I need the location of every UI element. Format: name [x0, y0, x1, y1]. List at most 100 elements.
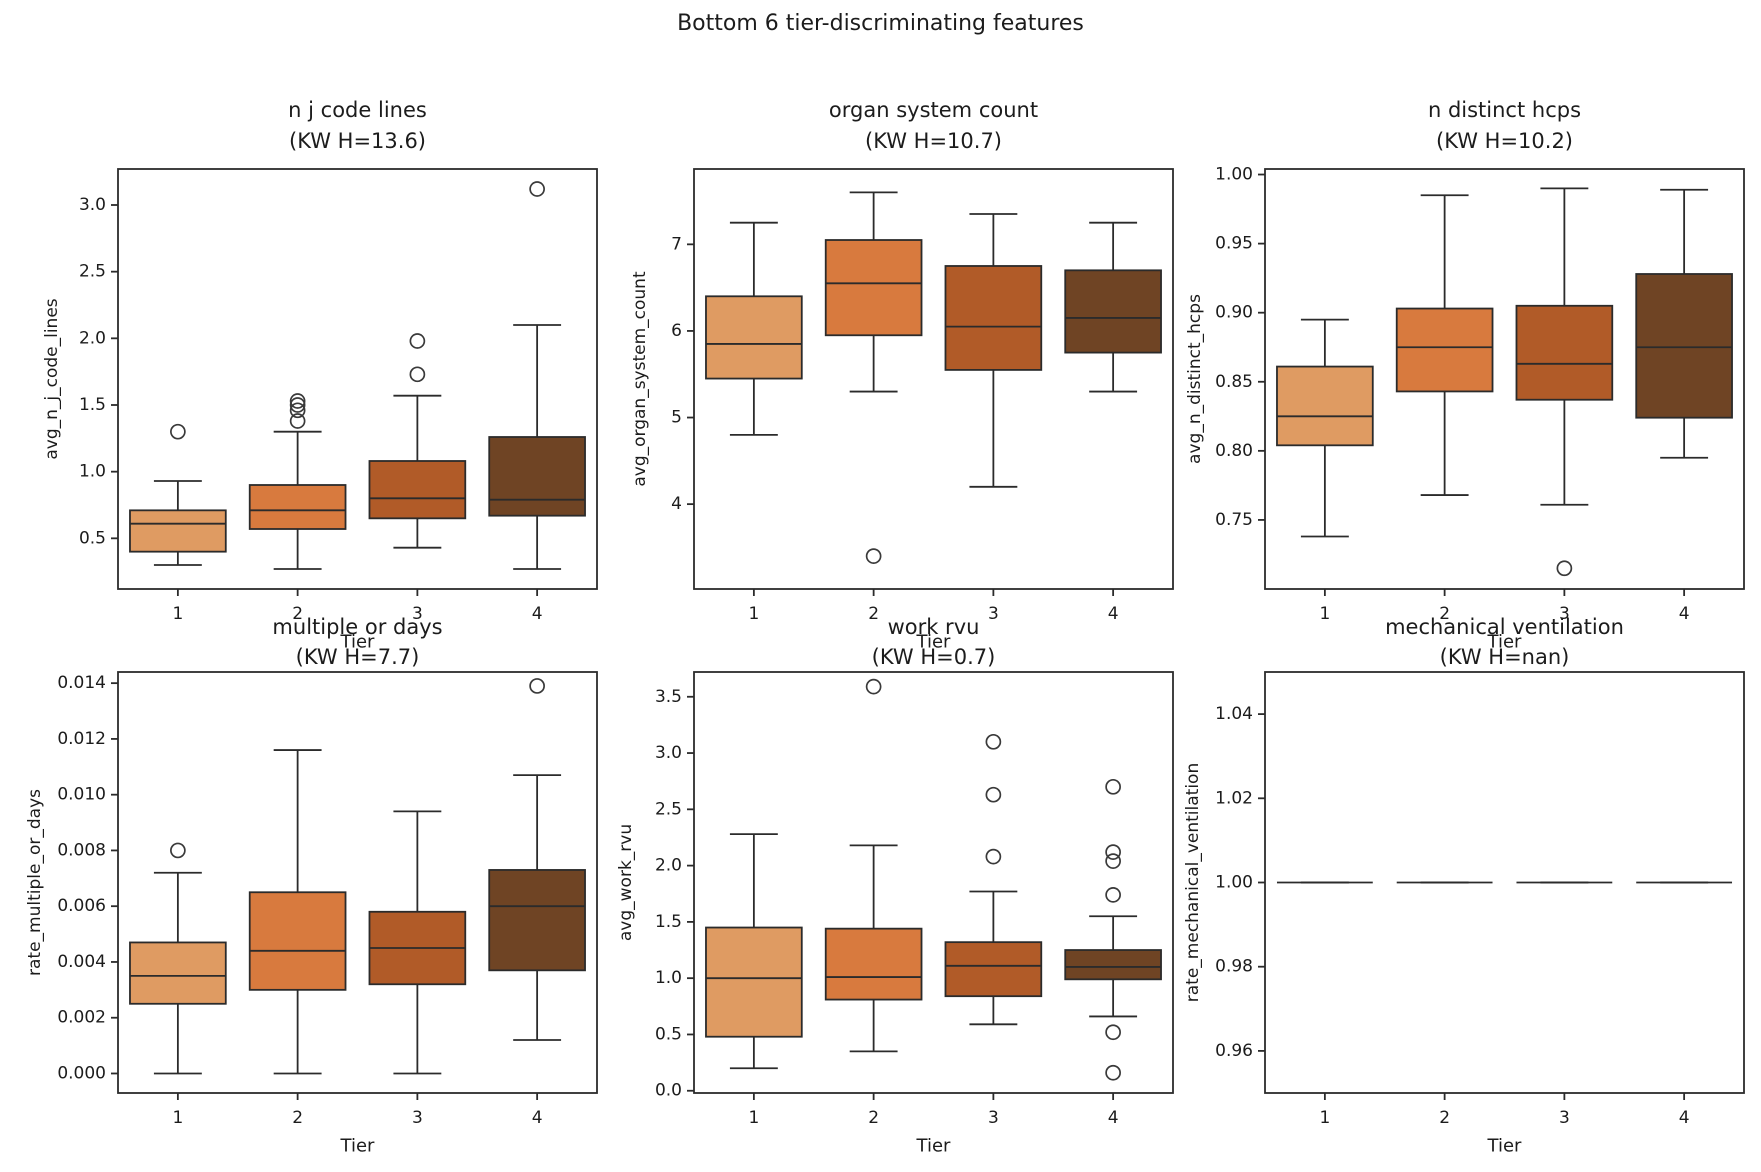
y-tick-label: 2.0: [655, 856, 682, 876]
y-tick-label: 0.004: [57, 952, 106, 972]
subplot-kw-subtitle: (KW H=7.7): [296, 645, 420, 669]
box-tier-2: [824, 927, 923, 1001]
y-tick-label: 1.00: [1215, 165, 1253, 185]
y-axis-label: avg_organ_system_count: [630, 271, 650, 487]
x-tick-label: 4: [532, 604, 543, 624]
x-tick-label: 2: [292, 1108, 303, 1128]
outlier-point: [1105, 1064, 1121, 1081]
box-tier-4: [1064, 269, 1162, 354]
x-tick-label: 4: [1108, 604, 1119, 624]
x-tick-label: 3: [988, 1108, 999, 1128]
outlier-point: [985, 848, 1002, 865]
y-tick-label: 1.00: [1215, 873, 1253, 893]
y-tick-label: 1.04: [1215, 704, 1253, 724]
outlier-point: [985, 786, 1002, 803]
y-axis-label: avg_n_j_code_lines: [42, 298, 62, 459]
box-tier-3: [944, 941, 1043, 998]
outlier-point: [1105, 778, 1121, 795]
x-axis-label: Tier: [340, 632, 376, 653]
y-tick-label: 1.0: [79, 462, 106, 482]
y-tick-label: 0.0: [655, 1081, 682, 1101]
outlier-point: [170, 842, 186, 859]
subplot-kw-subtitle: (KW H=0.7): [872, 645, 996, 669]
y-tick-label: 0.014: [57, 673, 106, 693]
box-tier-2: [248, 891, 347, 991]
x-tick-label: 2: [1439, 604, 1450, 624]
y-tick-label: 0.90: [1215, 303, 1253, 323]
x-axis-label: Tier: [1487, 632, 1523, 653]
outlier-point: [865, 678, 882, 695]
axes-frame: [1264, 168, 1745, 590]
outlier-point: [289, 402, 306, 419]
box-tier-1: [705, 295, 803, 380]
x-tick-label: 1: [748, 604, 759, 624]
x-tick-label: 1: [1319, 604, 1330, 624]
outlier-point: [529, 181, 545, 197]
box-tier-4: [1064, 949, 1162, 981]
y-tick-label: 0.010: [57, 785, 106, 805]
axes-frame: [693, 671, 1174, 1094]
x-tick-label: 2: [292, 604, 303, 624]
outlier-point: [865, 548, 882, 564]
outlier-point: [1105, 887, 1121, 903]
x-tick-label: 4: [532, 1108, 543, 1128]
subplot-title: organ system count: [829, 98, 1038, 122]
y-tick-label: 0.5: [655, 1024, 682, 1044]
axes-frame: [117, 671, 598, 1094]
y-tick-label: 0.95: [1215, 234, 1253, 254]
axes-frame: [117, 168, 598, 590]
subplot-title: mechanical ventilation: [1385, 615, 1624, 639]
subplot-kw-subtitle: (KW H=10.7): [865, 129, 1002, 153]
outlier-point: [289, 413, 306, 429]
y-axis-label: rate_multiple_or_days: [25, 789, 45, 976]
x-tick-label: 1: [172, 1108, 183, 1128]
subplot-kw-subtitle: (KW H=13.6): [289, 129, 426, 153]
outlier-point: [985, 733, 1002, 750]
x-tick-label: 3: [988, 604, 999, 624]
x-tick-label: 2: [868, 604, 879, 624]
outlier-point: [409, 333, 426, 349]
x-axis-label: Tier: [916, 632, 952, 653]
outlier-point: [289, 397, 306, 413]
outlier-point: [529, 678, 545, 694]
y-tick-label: 0.002: [57, 1008, 106, 1028]
box-tier-3: [1515, 304, 1614, 401]
x-tick-label: 3: [1559, 1108, 1570, 1128]
subplot-kw-subtitle: (KW H=nan): [1440, 645, 1570, 669]
x-tick-label: 3: [412, 1108, 423, 1128]
y-axis-label: rate_mechanical_ventilation: [1183, 763, 1203, 1002]
y-tick-label: 0.006: [57, 896, 106, 916]
y-tick-label: 2.5: [79, 262, 106, 282]
x-tick-label: 1: [1319, 1108, 1330, 1128]
y-tick-label: 2.0: [79, 328, 106, 348]
box-tier-1: [129, 509, 227, 553]
outlier-point: [289, 393, 306, 409]
outlier-point: [1105, 853, 1121, 869]
y-tick-label: 1.5: [79, 395, 106, 415]
outlier-point: [409, 366, 426, 383]
y-tick-label: 0.96: [1215, 1041, 1253, 1061]
y-tick-label: 7: [671, 234, 682, 254]
x-tick-label: 3: [412, 604, 423, 624]
x-tick-label: 2: [1439, 1108, 1450, 1128]
y-tick-label: 3.0: [655, 743, 682, 763]
x-tick-label: 4: [1679, 604, 1690, 624]
y-axis-label: avg_work_rvu: [616, 824, 636, 941]
y-tick-label: 1.02: [1215, 788, 1253, 808]
y-tick-label: 6: [671, 321, 682, 341]
x-tick-label: 2: [868, 1108, 879, 1128]
axes-frame: [693, 168, 1174, 590]
y-tick-label: 0.98: [1215, 957, 1253, 977]
box-tier-4: [488, 869, 586, 972]
subplot-title: work rvu: [888, 615, 980, 639]
box-tier-3: [368, 460, 467, 520]
y-tick-label: 0.5: [79, 528, 106, 548]
y-tick-label: 0.75: [1215, 510, 1253, 530]
x-tick-label: 1: [748, 1108, 759, 1128]
y-tick-label: 2.5: [655, 799, 682, 819]
box-tier-4: [1635, 273, 1733, 419]
y-tick-label: 3.5: [655, 687, 682, 707]
y-tick-label: 5: [671, 408, 682, 428]
box-tier-2: [824, 239, 923, 337]
